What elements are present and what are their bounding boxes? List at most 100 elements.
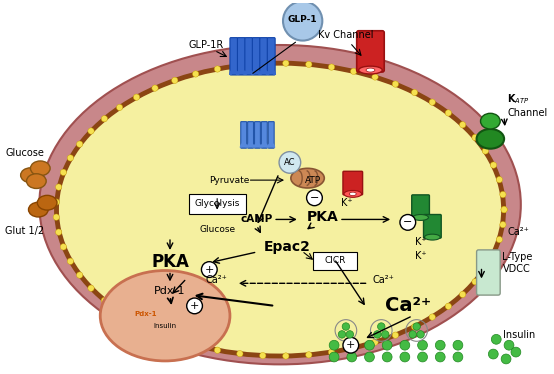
Ellipse shape — [413, 215, 428, 220]
Circle shape — [329, 340, 339, 350]
Text: L-Type: L-Type — [502, 252, 532, 262]
Circle shape — [101, 297, 107, 304]
Circle shape — [343, 337, 358, 353]
Circle shape — [101, 116, 107, 122]
Circle shape — [500, 221, 506, 228]
FancyBboxPatch shape — [476, 250, 500, 295]
Circle shape — [306, 352, 312, 358]
Circle shape — [412, 324, 418, 330]
Circle shape — [373, 331, 381, 338]
Text: cAMP: cAMP — [240, 214, 273, 224]
Circle shape — [88, 285, 94, 291]
Circle shape — [338, 331, 346, 338]
Circle shape — [53, 199, 59, 205]
Circle shape — [214, 347, 220, 353]
Circle shape — [472, 279, 478, 285]
Circle shape — [329, 352, 339, 362]
Circle shape — [351, 68, 357, 74]
Ellipse shape — [291, 168, 324, 188]
Circle shape — [88, 128, 94, 134]
Circle shape — [482, 265, 489, 272]
Circle shape — [365, 340, 375, 350]
Circle shape — [435, 352, 445, 362]
Text: −: − — [310, 193, 319, 203]
Circle shape — [490, 162, 496, 168]
Circle shape — [409, 331, 417, 338]
FancyBboxPatch shape — [423, 215, 441, 238]
Ellipse shape — [27, 174, 46, 188]
Circle shape — [453, 352, 463, 362]
Circle shape — [453, 340, 463, 350]
Circle shape — [445, 110, 452, 116]
Circle shape — [260, 352, 266, 359]
Text: +: + — [190, 301, 199, 311]
Circle shape — [55, 229, 62, 235]
Circle shape — [413, 323, 420, 330]
Circle shape — [418, 352, 428, 362]
Ellipse shape — [100, 270, 230, 361]
FancyBboxPatch shape — [248, 122, 254, 148]
Circle shape — [365, 352, 375, 362]
Circle shape — [490, 251, 496, 257]
Ellipse shape — [480, 113, 500, 129]
Circle shape — [329, 349, 335, 355]
Ellipse shape — [57, 63, 504, 356]
FancyBboxPatch shape — [314, 252, 357, 270]
FancyBboxPatch shape — [261, 122, 267, 148]
Ellipse shape — [28, 202, 48, 217]
Circle shape — [400, 352, 410, 362]
Circle shape — [501, 206, 507, 213]
Circle shape — [306, 190, 322, 206]
Text: Glut 1/2: Glut 1/2 — [5, 226, 44, 236]
Circle shape — [152, 328, 158, 334]
Circle shape — [392, 332, 398, 338]
FancyBboxPatch shape — [253, 38, 260, 75]
Text: Epac2: Epac2 — [264, 240, 310, 254]
Circle shape — [116, 309, 123, 315]
Text: Pdx-1: Pdx-1 — [134, 311, 157, 317]
Text: Kv Channel: Kv Channel — [318, 30, 373, 40]
Circle shape — [511, 347, 521, 357]
Circle shape — [329, 64, 335, 70]
Ellipse shape — [358, 66, 382, 74]
Circle shape — [500, 191, 506, 198]
FancyBboxPatch shape — [267, 38, 275, 75]
Circle shape — [260, 61, 266, 67]
Circle shape — [214, 66, 220, 72]
Circle shape — [491, 334, 501, 344]
Text: PKA: PKA — [306, 211, 338, 224]
Text: Ca²⁺: Ca²⁺ — [384, 297, 431, 315]
Circle shape — [412, 89, 418, 96]
Circle shape — [382, 352, 392, 362]
Ellipse shape — [37, 195, 57, 210]
Text: −: − — [403, 217, 413, 227]
Circle shape — [496, 177, 502, 183]
Text: K⁺: K⁺ — [415, 251, 427, 261]
Text: AC: AC — [284, 158, 296, 167]
Circle shape — [445, 303, 452, 309]
Circle shape — [60, 169, 66, 175]
FancyBboxPatch shape — [245, 38, 253, 75]
Circle shape — [435, 340, 445, 350]
Text: VDCC: VDCC — [503, 264, 531, 273]
Circle shape — [372, 74, 378, 80]
Text: Pdx-1: Pdx-1 — [154, 286, 186, 296]
Circle shape — [351, 345, 357, 351]
Circle shape — [417, 331, 424, 338]
FancyBboxPatch shape — [189, 194, 245, 214]
Circle shape — [283, 1, 322, 41]
Circle shape — [60, 244, 66, 250]
Text: Insulin: Insulin — [502, 330, 535, 340]
Circle shape — [192, 342, 199, 348]
Circle shape — [382, 340, 392, 350]
Text: Ca²⁺: Ca²⁺ — [508, 227, 530, 237]
Circle shape — [501, 354, 511, 364]
Circle shape — [459, 291, 466, 298]
Circle shape — [482, 148, 489, 154]
Text: Glucose: Glucose — [199, 225, 235, 234]
Circle shape — [496, 236, 502, 243]
Text: K$_{ATP}$: K$_{ATP}$ — [507, 93, 530, 107]
FancyBboxPatch shape — [357, 31, 384, 72]
FancyBboxPatch shape — [254, 122, 260, 148]
Ellipse shape — [424, 234, 440, 240]
